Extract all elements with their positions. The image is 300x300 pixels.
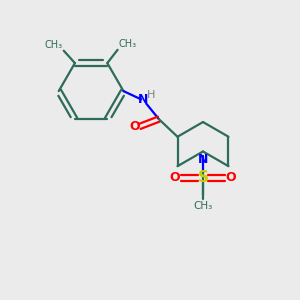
Text: O: O — [129, 120, 140, 133]
Text: O: O — [226, 172, 236, 184]
Text: N: N — [137, 93, 148, 106]
Text: S: S — [197, 170, 208, 185]
Text: H: H — [147, 90, 155, 100]
Text: O: O — [170, 172, 180, 184]
Text: CH₃: CH₃ — [44, 40, 62, 50]
Text: CH₃: CH₃ — [194, 201, 213, 211]
Text: N: N — [198, 153, 208, 166]
Text: CH₃: CH₃ — [118, 39, 136, 49]
